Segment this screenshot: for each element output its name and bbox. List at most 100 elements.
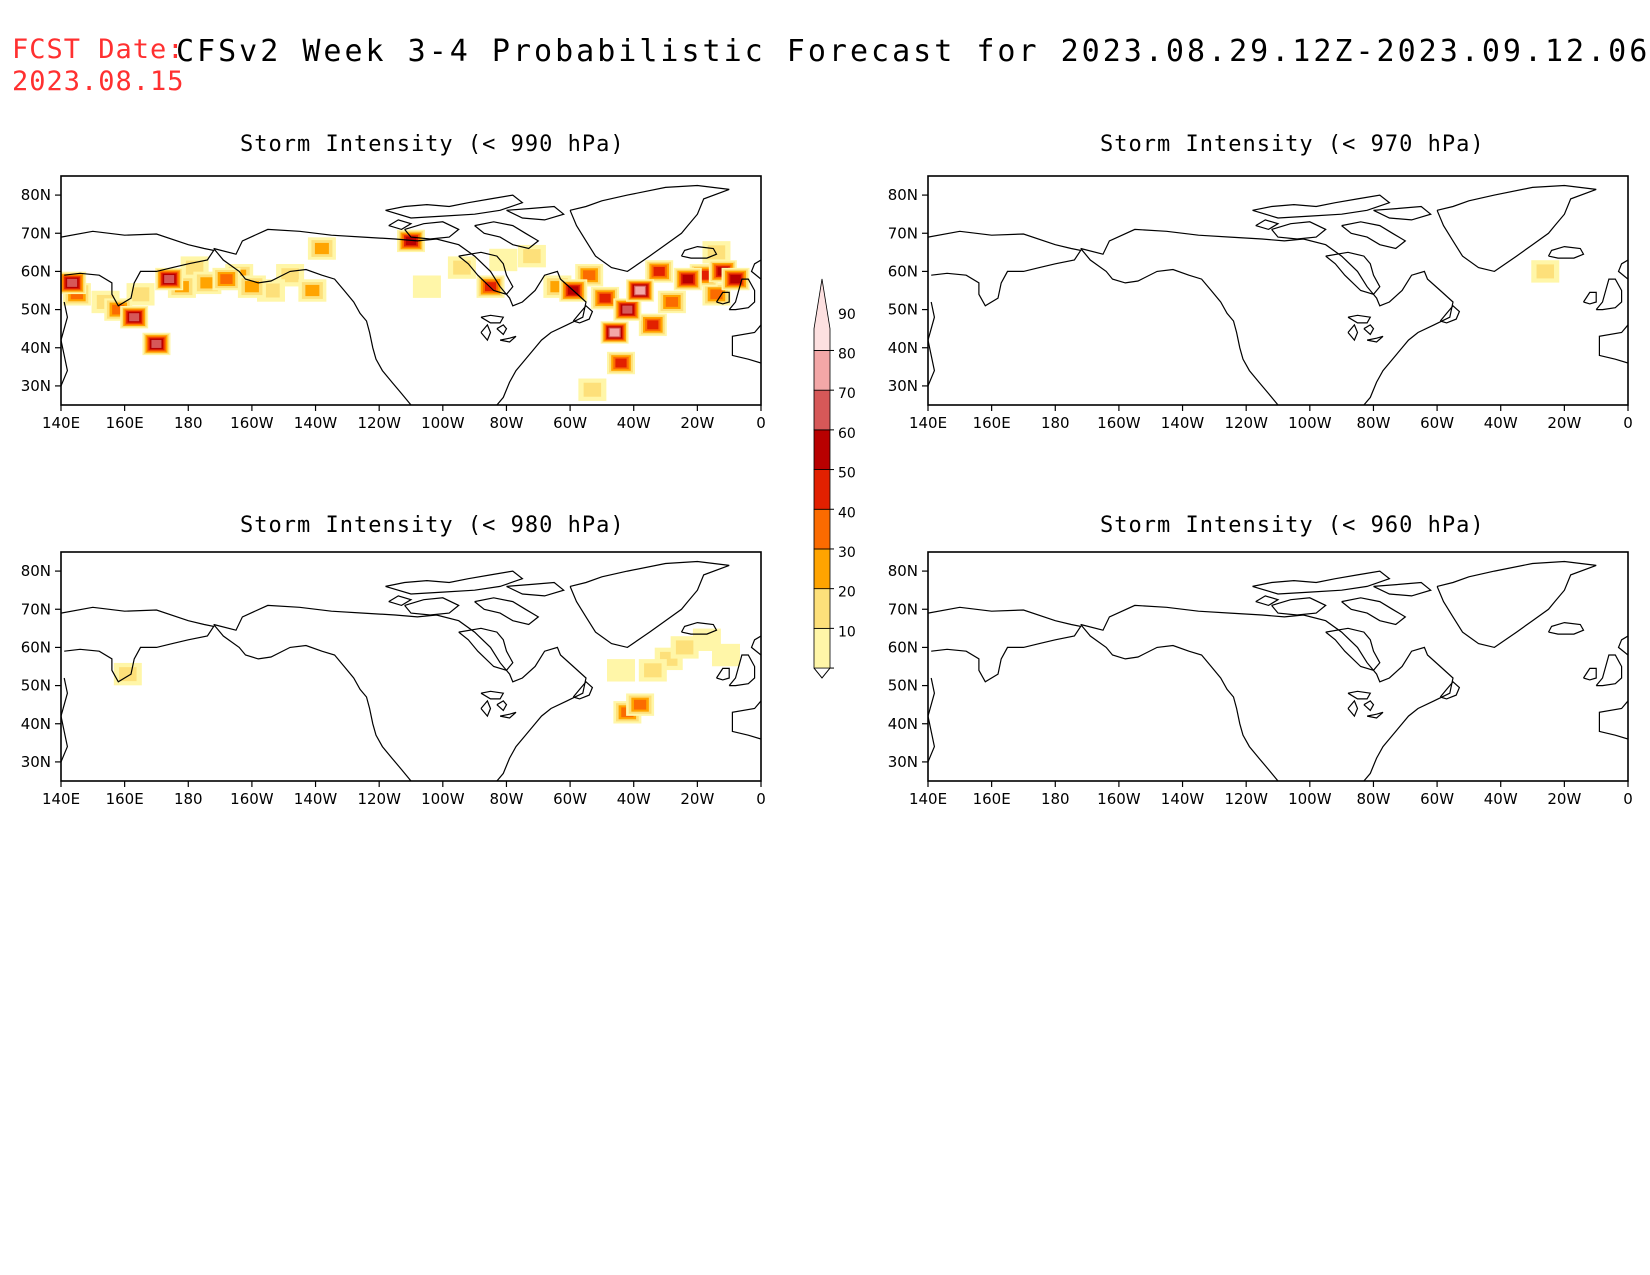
prob-cell bbox=[453, 260, 471, 275]
prob-cell bbox=[523, 249, 541, 264]
colorbar-swatch bbox=[813, 469, 831, 510]
coastline bbox=[480, 314, 505, 324]
lon-tick-label: 40W bbox=[1484, 414, 1518, 432]
lon-tick-label: 40W bbox=[617, 414, 651, 432]
prob-cell bbox=[710, 289, 723, 300]
prob-cell bbox=[698, 270, 710, 280]
coastline bbox=[728, 654, 756, 687]
coastline bbox=[728, 278, 756, 311]
lon-tick-label: 80W bbox=[489, 414, 523, 432]
prob-cell bbox=[622, 305, 633, 314]
lon-tick-label: 100W bbox=[1288, 790, 1332, 808]
coastline bbox=[1080, 228, 1454, 405]
lon-tick-label: 140E bbox=[909, 414, 947, 432]
coastline bbox=[213, 248, 412, 405]
prob-cell bbox=[281, 268, 299, 283]
coastline bbox=[506, 581, 565, 597]
prob-cell bbox=[730, 274, 741, 284]
coastline bbox=[1363, 700, 1375, 712]
prob-cell bbox=[220, 274, 233, 284]
lat-tick-label: 50N bbox=[888, 301, 918, 319]
colorbar-label: 50 bbox=[838, 466, 856, 482]
lon-tick-label: 100W bbox=[421, 414, 465, 432]
lat-tick-label: 60N bbox=[888, 262, 918, 280]
prob-cell bbox=[682, 274, 694, 284]
lon-tick-label: 160E bbox=[106, 414, 144, 432]
lon-tick-label: 160E bbox=[973, 790, 1011, 808]
lat-tick-label: 40N bbox=[888, 715, 918, 733]
lat-tick-label: 60N bbox=[21, 638, 51, 656]
lat-tick-label: 70N bbox=[21, 600, 51, 618]
coastline bbox=[61, 606, 215, 683]
lat-tick-label: 30N bbox=[21, 377, 51, 395]
map-frame bbox=[927, 551, 1629, 782]
coastline bbox=[928, 230, 1082, 307]
lat-tick-label: 60N bbox=[21, 262, 51, 280]
coastline bbox=[480, 699, 492, 718]
lon-tick-label: 0 bbox=[1623, 414, 1633, 432]
lat-tick-label: 80N bbox=[888, 186, 918, 204]
lon-tick-label: 180 bbox=[174, 414, 203, 432]
lon-tick-label: 140E bbox=[42, 414, 80, 432]
coastline bbox=[569, 184, 730, 273]
lon-tick-label: 20W bbox=[1547, 414, 1581, 432]
lon-tick-label: 180 bbox=[174, 790, 203, 808]
prob-cell bbox=[653, 266, 665, 276]
colorbar-label: 80 bbox=[838, 346, 856, 362]
coastline bbox=[1582, 667, 1597, 681]
lat-tick-label: 30N bbox=[888, 377, 918, 395]
lon-tick-label: 140W bbox=[1161, 414, 1205, 432]
forecast-date-label: FCST Date: bbox=[12, 34, 185, 65]
lat-tick-label: 40N bbox=[21, 339, 51, 357]
lon-tick-label: 80W bbox=[1356, 790, 1390, 808]
coastline bbox=[1255, 595, 1280, 607]
prob-cell bbox=[615, 358, 627, 368]
coastline bbox=[458, 251, 514, 295]
colorbar-swatch bbox=[813, 429, 831, 470]
coastline bbox=[1547, 245, 1585, 259]
colorbar-swatch bbox=[813, 508, 831, 550]
lon-tick-label: 60W bbox=[1420, 414, 1454, 432]
lat-tick-label: 60N bbox=[888, 638, 918, 656]
coastline bbox=[496, 700, 508, 712]
coastline bbox=[1436, 184, 1597, 273]
prob-cell bbox=[644, 663, 662, 678]
coastline bbox=[458, 627, 514, 671]
lon-tick-label: 140W bbox=[1161, 790, 1205, 808]
colorbar-label: 10 bbox=[838, 624, 856, 640]
coastline bbox=[750, 259, 761, 280]
coastline bbox=[1347, 690, 1372, 700]
lon-tick-label: 80W bbox=[1356, 414, 1390, 432]
colorbar-swatch bbox=[813, 350, 831, 391]
lon-tick-label: 120W bbox=[357, 790, 401, 808]
lon-tick-label: 0 bbox=[1623, 790, 1633, 808]
coastline bbox=[480, 690, 505, 700]
lon-tick-label: 180 bbox=[1041, 414, 1070, 432]
lon-tick-label: 20W bbox=[680, 790, 714, 808]
prob-cell bbox=[151, 339, 162, 348]
coastline bbox=[474, 597, 540, 626]
prob-cell bbox=[244, 281, 259, 293]
prob-cell bbox=[119, 667, 137, 682]
prob-cell bbox=[262, 283, 280, 298]
coastline bbox=[1347, 323, 1359, 342]
colorbar-label: 30 bbox=[838, 545, 856, 561]
coastline bbox=[61, 301, 69, 387]
lon-tick-label: 100W bbox=[1288, 414, 1332, 432]
colorbar: 10 20 30 40 50 60 70 80 90 bbox=[813, 278, 856, 679]
coastline bbox=[388, 595, 413, 607]
coastline bbox=[1271, 597, 1327, 616]
coastline bbox=[388, 219, 413, 231]
coastline bbox=[1366, 335, 1384, 343]
colorbar-swatch bbox=[813, 588, 831, 629]
lat-tick-label: 80N bbox=[21, 186, 51, 204]
coastline bbox=[1252, 570, 1391, 595]
coastline bbox=[474, 221, 540, 250]
prob-cell bbox=[583, 382, 602, 397]
coastline bbox=[480, 323, 492, 342]
coastline bbox=[385, 570, 524, 595]
lon-tick-label: 160W bbox=[1097, 790, 1141, 808]
coastline bbox=[1617, 635, 1628, 656]
colorbar-swatch bbox=[813, 548, 831, 590]
